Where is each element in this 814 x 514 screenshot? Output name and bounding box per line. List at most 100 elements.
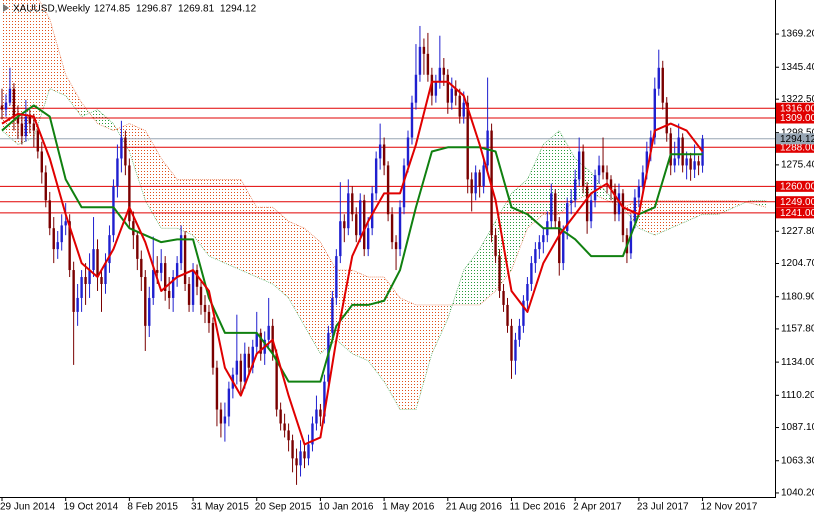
candle-body <box>382 144 386 166</box>
candle-body <box>171 277 175 298</box>
y-tick-label: 1369.20 <box>781 29 814 40</box>
candle-body <box>207 311 211 324</box>
y-tick-label: 1063.30 <box>781 455 814 466</box>
candle-body <box>76 297 79 312</box>
candle-body <box>227 388 231 417</box>
header: XAUUSD,Weekly 1274.85 1296.87 1269.81 12… <box>3 4 257 15</box>
cloud-segment <box>352 270 369 361</box>
candle-body <box>374 158 378 194</box>
candle-body <box>243 353 246 382</box>
candle-body <box>239 360 243 382</box>
candle-body <box>617 193 621 215</box>
candle-body <box>566 203 569 231</box>
candle-body <box>554 193 557 222</box>
candle-body <box>414 74 418 103</box>
candle-body <box>128 165 131 222</box>
candle-body <box>144 277 147 326</box>
y-tick-label: 1157.80 <box>781 324 814 335</box>
header-open: 1274.85 <box>94 4 131 15</box>
candle-body <box>701 138 704 166</box>
candle-body <box>573 179 577 201</box>
cloud-segment <box>224 179 241 271</box>
candle-body <box>502 290 505 305</box>
candle-body <box>442 67 446 75</box>
candle-body <box>68 221 71 271</box>
cloud-segment <box>208 179 225 264</box>
candle-body <box>470 179 473 194</box>
candle-body <box>195 270 199 287</box>
candle-body <box>179 235 183 264</box>
cloud-segment <box>686 200 703 222</box>
candle-body <box>359 200 362 236</box>
candle-body <box>335 256 338 298</box>
candle-body <box>689 158 692 170</box>
tenkan-line <box>1 80 704 446</box>
candle-body <box>522 300 525 326</box>
candle-body <box>36 130 40 152</box>
candle-body <box>307 444 310 459</box>
x-tick-label: 21 Aug 2016 <box>446 502 503 513</box>
x-tick-label: 2 Apr 2017 <box>573 502 622 513</box>
candle-body <box>104 263 107 284</box>
cloud-segment <box>702 200 719 215</box>
y-tick-label: 1040.20 <box>781 488 814 499</box>
candle-body <box>510 325 513 361</box>
candle-body <box>558 221 561 264</box>
y-tick-label: 1204.70 <box>781 258 814 269</box>
candle-body <box>641 172 645 187</box>
candle-body <box>20 123 24 137</box>
x-tick-label: 19 Oct 2014 <box>64 502 119 513</box>
cloud-segment <box>129 123 146 201</box>
candle-body <box>577 151 581 180</box>
cloud-segment <box>463 249 480 305</box>
x-tick-label: 31 May 2015 <box>191 502 249 513</box>
cloud-segment <box>33 0 50 138</box>
candle-body <box>323 381 326 417</box>
candle-body <box>434 81 438 96</box>
cloud-segment <box>272 207 289 298</box>
candle-body <box>657 67 660 89</box>
candle-body <box>462 102 465 117</box>
candle-body <box>569 200 573 204</box>
cloud-segment <box>654 200 671 236</box>
cloud-segment <box>49 18 66 96</box>
candle-body <box>175 263 179 278</box>
level-label-box <box>776 102 814 114</box>
y-tick-label: 1087.10 <box>781 422 814 433</box>
candle-body <box>697 161 700 166</box>
cloud-segment <box>447 270 464 319</box>
candle-body <box>597 165 601 176</box>
candle-body <box>370 193 374 229</box>
candle-body <box>120 137 123 159</box>
candle-body <box>410 102 414 138</box>
symbol-icon <box>3 4 9 12</box>
candle-body <box>418 46 422 75</box>
cloud-segment <box>304 228 321 354</box>
candle-body <box>649 137 653 152</box>
candle-body <box>458 95 461 117</box>
candle-body <box>24 116 28 137</box>
candle-body <box>661 67 664 103</box>
candle-body <box>343 221 346 229</box>
candle-body <box>88 270 91 284</box>
cloud-segment <box>193 179 209 257</box>
candle-body <box>156 270 159 273</box>
x-tick-label: 23 Jul 2017 <box>637 502 689 513</box>
candle-body <box>108 235 111 264</box>
candle-body <box>287 430 290 441</box>
candle-body <box>311 423 314 445</box>
x-tick-label: 10 Jan 2016 <box>318 502 373 513</box>
y-tick-label: 1345.40 <box>781 62 814 73</box>
cloud-segment <box>65 74 82 117</box>
header-close: 1294.12 <box>220 4 257 15</box>
level-label: 1260.00 <box>780 181 814 192</box>
candle-body <box>283 423 286 431</box>
candle-body <box>160 263 163 273</box>
candle-body <box>44 172 47 201</box>
candle-body <box>406 137 410 166</box>
candle-body <box>8 88 12 103</box>
candle-body <box>562 230 565 264</box>
candle-body <box>235 360 239 375</box>
candle-body <box>366 228 370 250</box>
candle-body <box>339 221 342 257</box>
